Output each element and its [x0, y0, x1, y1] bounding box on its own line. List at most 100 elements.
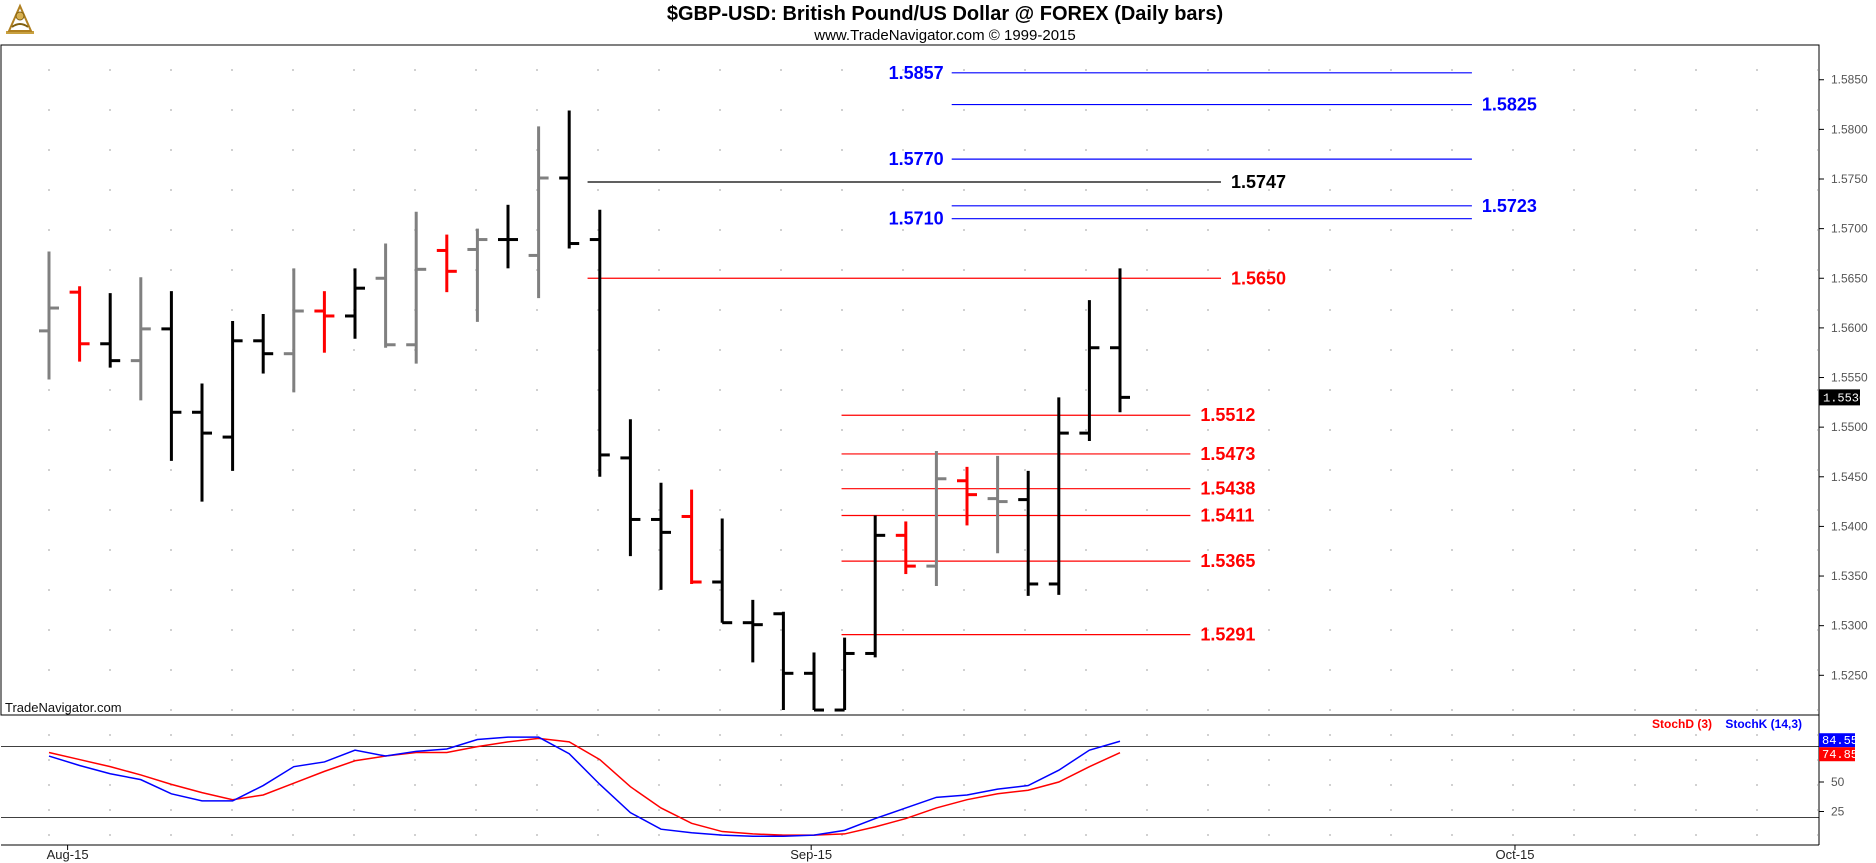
grid-dot — [170, 759, 172, 761]
ohlc-bar — [957, 466, 977, 526]
grid-dot — [1573, 734, 1575, 736]
grid-dot — [1329, 469, 1331, 471]
grid-dot — [1146, 709, 1148, 711]
grid-dot — [353, 349, 355, 351]
stochd-last-label: 74.85 — [1822, 748, 1858, 762]
grid-dot — [841, 149, 843, 151]
grid-dot — [1329, 189, 1331, 191]
grid-dot — [780, 389, 782, 391]
grid-dot — [1268, 509, 1270, 511]
date-tick-label: Aug-15 — [47, 847, 89, 862]
grid-dot — [292, 429, 294, 431]
grid-dot — [353, 549, 355, 551]
grid-dot — [536, 549, 538, 551]
price-tick-label: 1.5850 — [1831, 73, 1868, 87]
grid-dot — [475, 809, 477, 811]
ohlc-bar — [467, 228, 488, 322]
grid-dot — [231, 809, 233, 811]
grid-dot — [658, 669, 660, 671]
grid-dot — [719, 709, 721, 711]
grid-dot — [841, 269, 843, 271]
grid-dot — [719, 429, 721, 431]
grid-dot — [109, 809, 111, 811]
grid-dot — [1268, 784, 1270, 786]
grid-dot — [1207, 629, 1209, 631]
grid-dot — [48, 669, 50, 671]
grid-dot — [1085, 509, 1087, 511]
grid-dot — [658, 709, 660, 711]
grid-dot — [475, 589, 477, 591]
grid-dot — [414, 389, 416, 391]
grid-dot — [780, 509, 782, 511]
grid-dot — [1085, 389, 1087, 391]
ohlc-bar — [498, 204, 518, 269]
grid-dot — [1512, 69, 1514, 71]
grid-dot — [658, 269, 660, 271]
grid-dot — [780, 469, 782, 471]
grid-dot — [841, 549, 843, 551]
grid-dot — [1817, 429, 1819, 431]
grid-dot — [1329, 834, 1331, 836]
grid-dot — [536, 759, 538, 761]
date-axis: Aug-15 Sep-15 Oct-15 — [47, 845, 1534, 862]
grid-dot — [1451, 389, 1453, 391]
level-label: 1.5365 — [1200, 551, 1255, 571]
grid-dot — [1207, 734, 1209, 736]
grid-dot — [1207, 389, 1209, 391]
grid-dot — [1756, 709, 1758, 711]
grid-dot — [1756, 469, 1758, 471]
grid-dot — [780, 709, 782, 711]
price-tick-label: 1.5300 — [1831, 619, 1868, 633]
grid-dot — [963, 69, 965, 71]
grid-dot — [1817, 809, 1819, 811]
grid-dot — [1451, 229, 1453, 231]
grid-dot — [1146, 669, 1148, 671]
grid-dot — [1207, 709, 1209, 711]
grid-dot — [1207, 269, 1209, 271]
ohlc-bar — [375, 243, 396, 348]
grid-dot — [1451, 269, 1453, 271]
grid-dot — [1695, 834, 1697, 836]
grid-dot — [353, 469, 355, 471]
grid-dot — [1695, 709, 1697, 711]
grid-dot — [1390, 549, 1392, 551]
grid-dot — [475, 759, 477, 761]
grid-dot — [353, 109, 355, 111]
grid-dot — [48, 734, 50, 736]
grid-dot — [1329, 784, 1331, 786]
grid-dot — [1634, 149, 1636, 151]
grid-dot — [1146, 149, 1148, 151]
grid-dot — [292, 109, 294, 111]
stoch-tick-label: 50 — [1831, 775, 1845, 789]
grid-dot — [109, 669, 111, 671]
grid-dot — [1512, 109, 1514, 111]
grid-dot — [292, 229, 294, 231]
level-label: 1.5473 — [1200, 444, 1255, 464]
grid-dot — [170, 549, 172, 551]
grid-dot — [1024, 834, 1026, 836]
grid-dot — [414, 809, 416, 811]
grid-dot — [1817, 469, 1819, 471]
grid-dot — [1512, 589, 1514, 591]
grid-dot — [1085, 809, 1087, 811]
grid-dot — [1817, 759, 1819, 761]
grid-dot — [1207, 349, 1209, 351]
grid-dot — [475, 149, 477, 151]
grid-dot — [1024, 349, 1026, 351]
grid-dot — [841, 429, 843, 431]
grid-dot — [719, 389, 721, 391]
grid-dot — [780, 149, 782, 151]
grid-dot — [1451, 469, 1453, 471]
grid-dot — [1634, 429, 1636, 431]
grid-dot — [963, 349, 965, 351]
grid-dot — [1634, 629, 1636, 631]
price-axis: 1.5250 1.5300 1.5350 1.5400 1.5450 1.5500 1.55… — [1819, 73, 1868, 682]
ohlc-bar — [1018, 470, 1039, 596]
grid-dot — [719, 109, 721, 111]
grid-dot — [902, 834, 904, 836]
grid-dot — [963, 149, 965, 151]
ohlc-bar — [406, 211, 427, 364]
grid-dot — [1329, 109, 1331, 111]
stochk-last-label: 84.55 — [1822, 734, 1858, 748]
grid-dot — [475, 549, 477, 551]
